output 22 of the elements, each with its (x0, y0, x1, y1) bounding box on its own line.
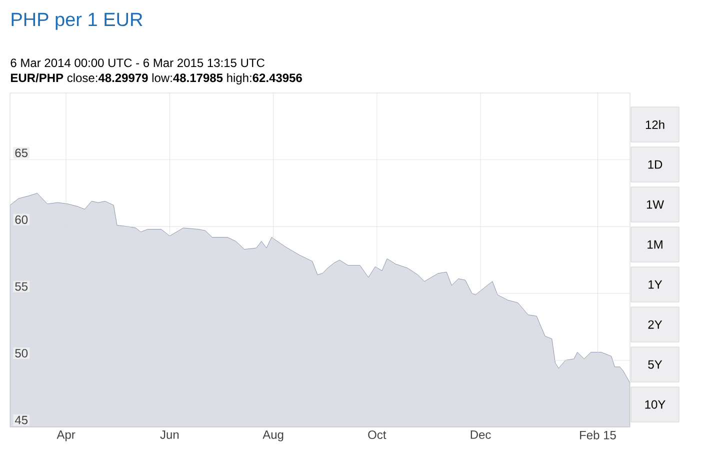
text: EUR/PHP close:48.29979 low:48.17985 high:62.43956 (10, 73, 302, 84)
chart-title: PHP per 1 EUR (12, 12, 142, 30)
x-tick-label: Dec (470, 430, 491, 439)
x-tick-label: Apr (56, 430, 76, 442)
y-tick-label: 50 (15, 349, 28, 358)
text: 1M (648, 240, 662, 249)
x-tick-label: Feb 15 (580, 430, 616, 440)
text: 1W (646, 200, 664, 209)
text: 1Y (648, 280, 662, 289)
chart-subtitle: 6 Mar 2014 00:00 UTC - 6 Mar 2015 13:15 UTC (10, 58, 264, 68)
text: 5Y (648, 360, 662, 369)
text: 1D (648, 160, 662, 169)
text: 12h (646, 120, 664, 129)
y-tick-label: 55 (15, 282, 28, 291)
x-tick-label: Jun (160, 430, 179, 439)
text: 10Y (645, 400, 666, 409)
x-tick-label: Aug (262, 430, 284, 442)
x-tick-label: Oct (368, 430, 386, 440)
y-tick-label: 60 (15, 215, 28, 224)
y-tick-label: 45 (14, 416, 28, 424)
text: 2Y (648, 320, 662, 329)
y-tick-label: 65 (15, 148, 28, 158)
